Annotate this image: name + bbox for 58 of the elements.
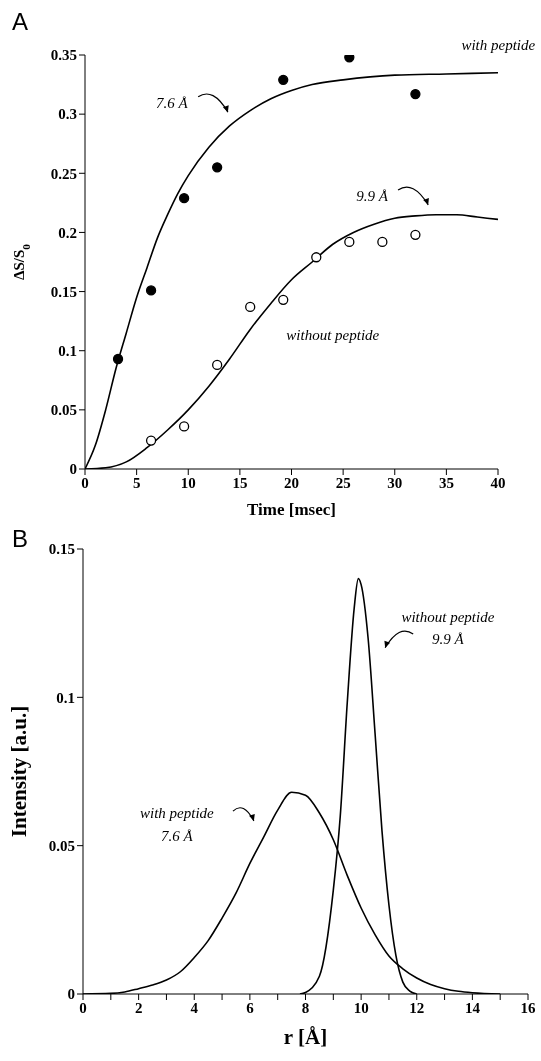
point (278, 294, 289, 305)
x-tick-label: 15 (232, 474, 248, 491)
point (344, 55, 355, 63)
annotation: 9.9 Å (356, 188, 389, 205)
point (145, 435, 157, 446)
x-tick-label: 6 (246, 999, 255, 1016)
point (377, 236, 388, 248)
y-tick-label: 0.2 (58, 224, 77, 241)
x-tick-label: 20 (284, 474, 299, 491)
x-tick-label: 16 (520, 999, 536, 1016)
x-tick-label: 4 (190, 999, 199, 1016)
chart-title: B (12, 525, 29, 552)
y-tick-label: 0 (67, 986, 75, 1003)
text: with peptide (461, 37, 536, 54)
y-tick-label: 0.35 (50, 47, 77, 64)
point (145, 285, 157, 296)
y-tick-label: 0.25 (50, 165, 77, 182)
x-tick-label: 30 (387, 474, 403, 491)
x-axis-title: Time [msec] (247, 500, 336, 519)
point (178, 421, 190, 432)
y-tick-label: 0.05 (50, 402, 77, 419)
y-tick-label: 0.05 (48, 837, 75, 854)
x-tick-label: 2 (134, 999, 143, 1016)
point (212, 162, 223, 173)
x-tick-label: 5 (132, 474, 141, 491)
y-axis-title: Intensity [a.u.] (7, 705, 31, 838)
point (112, 353, 124, 365)
annotation: 7.6 Å (155, 95, 189, 112)
chart-title: A (12, 8, 29, 35)
point (178, 192, 190, 204)
point (245, 301, 256, 313)
y-tick-label: 0.15 (50, 283, 77, 300)
point (278, 74, 289, 85)
y-tick-label: 0 (69, 461, 77, 478)
x-axis-title: r [Å] (283, 1025, 328, 1049)
annotation: without peptide (286, 326, 380, 343)
x-tick-label: 12 (409, 999, 425, 1016)
annotation: without peptide (401, 609, 495, 626)
x-tick-label: 0 (81, 474, 89, 491)
point (344, 236, 355, 248)
x-tick-label: 8 (301, 999, 310, 1016)
y-tick-label: 0.1 (56, 689, 75, 706)
annotation: 9.9 Å (432, 631, 465, 648)
x-tick-label: 10 (353, 999, 369, 1016)
point (410, 88, 421, 100)
point (410, 229, 421, 240)
point (311, 252, 322, 263)
y-tick-label: 0.15 (48, 541, 75, 558)
x-tick-label: 10 (180, 474, 196, 491)
x-tick-label: 14 (464, 999, 481, 1016)
x-tick-label: 40 (490, 474, 506, 491)
y-tick-label: 0.3 (58, 106, 77, 123)
annotation: 7.6 Å (161, 828, 194, 845)
point (212, 359, 223, 371)
x-tick-label: 25 (335, 474, 351, 491)
annotation: with peptide (140, 805, 215, 822)
x-tick-label: 35 (438, 474, 454, 491)
y-tick-label: 0.1 (58, 343, 77, 360)
